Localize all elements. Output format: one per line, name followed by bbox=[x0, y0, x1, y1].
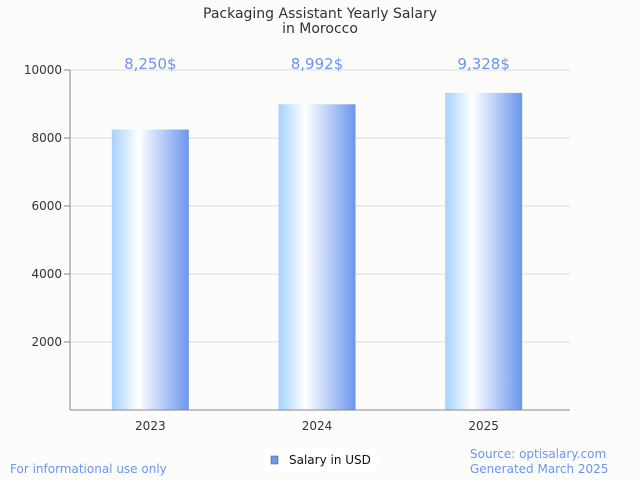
chart-title-line-1: Packaging Assistant Yearly Salary bbox=[203, 6, 437, 22]
x-tick-label: 2023 bbox=[135, 419, 166, 433]
bar-2024 bbox=[278, 104, 356, 410]
bar-2023 bbox=[111, 129, 189, 410]
x-tick-label: 2025 bbox=[468, 419, 499, 433]
data-label: 9,328$ bbox=[457, 55, 510, 73]
y-tick-label: 2000 bbox=[31, 335, 62, 349]
source-link[interactable]: Source: optisalary.com bbox=[470, 447, 607, 461]
y-tick-label: 10000 bbox=[24, 63, 62, 77]
x-tick-label: 2024 bbox=[302, 419, 333, 433]
y-tick-label: 4000 bbox=[31, 267, 62, 281]
data-label: 8,250$ bbox=[124, 55, 177, 73]
legend-box bbox=[264, 449, 378, 471]
legend-label: Salary in USD bbox=[289, 453, 371, 467]
y-tick-label: 8000 bbox=[31, 131, 62, 145]
chart-title-line-2: in Morocco bbox=[282, 21, 358, 37]
data-label: 8,992$ bbox=[291, 55, 344, 73]
bar-2025 bbox=[445, 92, 523, 411]
y-tick-label: 6000 bbox=[31, 199, 62, 213]
disclaimer: For informational use only bbox=[10, 462, 167, 476]
legend-swatch bbox=[270, 455, 279, 465]
generated-date: Generated March 2025 bbox=[470, 462, 609, 476]
